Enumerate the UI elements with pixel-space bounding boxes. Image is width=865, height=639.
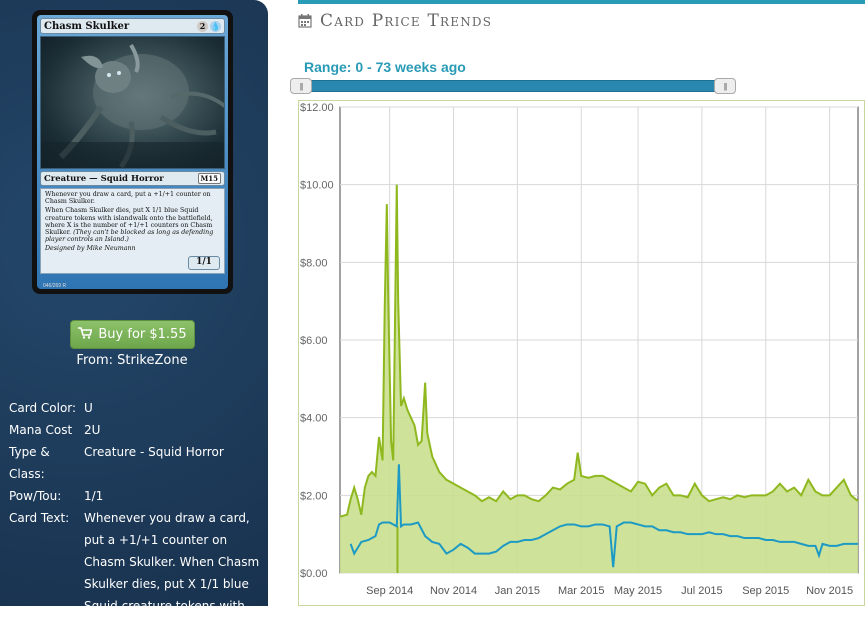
x-tick-label: May 2015 [614, 585, 662, 597]
range-slider-track[interactable] [298, 80, 736, 92]
x-tick-label: Mar 2015 [558, 585, 604, 597]
x-tick-label: Sep 2014 [366, 585, 413, 597]
card-rules-1: Whenever you draw a card, put a +1/+1 co… [45, 191, 211, 206]
set-symbol: M15 [197, 173, 221, 184]
y-tick-label: $6.00 [300, 335, 328, 347]
y-tick-label: $12.00 [300, 102, 334, 114]
price-trends-panel: Card Price Trends Range: 0 - 73 weeks ag… [290, 0, 865, 606]
fair-price-area [340, 184, 858, 573]
section-heading: Card Price Trends [298, 11, 492, 31]
detail-row-color: Card Color: U [9, 401, 93, 415]
card-reminder-text: (They can't be blocked as long as defend… [45, 229, 214, 244]
card-art [40, 36, 225, 169]
buy-button-label: Buy for $1.55 [98, 327, 187, 342]
range-slider-handle-end[interactable]: ||| [714, 78, 736, 94]
mana-generic-icon: 2 [197, 20, 208, 32]
x-tick-label: Jan 2015 [495, 585, 540, 597]
squid-horror-art [41, 43, 224, 168]
price-chart-svg: $0.00 $2.00 $4.00 $6.00 $8.00 $10.00 $12.00 Sep… [298, 100, 865, 606]
cart-icon [78, 326, 93, 343]
power-toughness-box: 1/1 [188, 256, 220, 270]
section-title: Card Price Trends [320, 11, 493, 31]
card-name: Chasm Skulker [44, 20, 130, 32]
mana-cost-symbols: 2 💧 [197, 20, 221, 32]
card-title-bar: Chasm Skulker 2 💧 [40, 18, 225, 34]
card-rules-2: When Chasm Skulker dies, put X 1/1 blue … [45, 207, 213, 237]
card-designer: Designed by Mike Neumann [45, 245, 136, 253]
card-frame: Chasm Skulker 2 💧 [37, 15, 228, 289]
x-tick-label: Sep 2015 [742, 585, 789, 597]
card-image: Chasm Skulker 2 💧 [32, 10, 233, 294]
detail-row-pow-tou: Pow/Tou: 1/1 [9, 489, 104, 503]
y-tick-label: $8.00 [300, 257, 328, 269]
y-tick-label: $0.00 [300, 568, 328, 580]
card-sidebar: Chasm Skulker 2 💧 [0, 0, 268, 635]
range-slider-handle-start[interactable]: ||| [290, 78, 312, 94]
card-type-line: Creature — Squid Horror [44, 173, 164, 184]
fair-price-line [339, 184, 859, 518]
card-text-box: Whenever you draw a card, put a +1/+1 co… [40, 188, 225, 274]
y-tick-label: $4.00 [300, 413, 328, 425]
y-tick-label: $2.00 [300, 490, 328, 502]
card-type-bar: Creature — Squid Horror M15 [40, 171, 225, 186]
calendar-icon [298, 14, 312, 28]
price-chart: $0.00 $2.00 $4.00 $6.00 $8.00 $10.00 $12.00 Sep… [298, 100, 865, 606]
x-tick-label: Jul 2015 [681, 585, 723, 597]
x-tick-label: Nov 2014 [430, 585, 477, 597]
card-details: Card Color: U Mana Cost 2U Type & Class:… [9, 397, 262, 639]
range-label: Range: 0 - 73 weeks ago [304, 59, 466, 75]
y-tick-label: $10.00 [300, 180, 334, 192]
mana-blue-icon: 💧 [210, 20, 221, 32]
collector-number: 046/269 R [43, 283, 67, 289]
detail-row-mana-cost: Mana Cost 2U [9, 423, 101, 437]
buy-price-line [349, 464, 858, 568]
buy-button[interactable]: Buy for $1.55 [70, 320, 195, 349]
vendor-label: From: StrikeZone [76, 353, 188, 368]
detail-row-card-text: Card Text: Whenever you draw a card, put… [9, 511, 260, 635]
x-tick-label: Nov 2015 [806, 585, 853, 597]
accent-bar [298, 0, 865, 4]
detail-row-type: Type & Class: Creature - Squid Horror [9, 445, 224, 481]
